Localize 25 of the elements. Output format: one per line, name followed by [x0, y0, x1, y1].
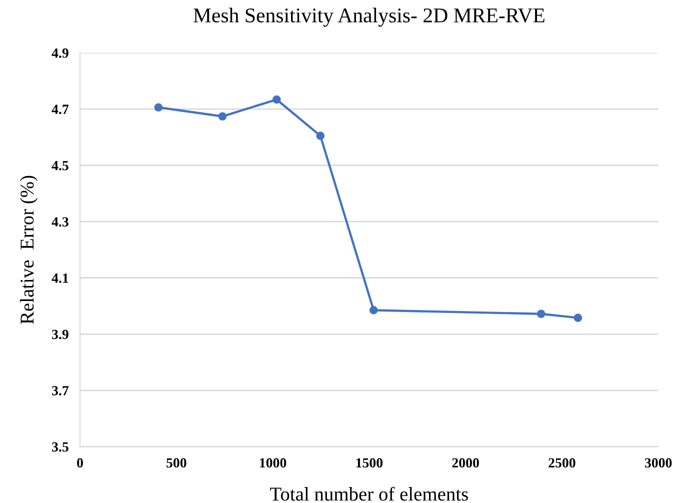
point — [369, 306, 378, 314]
x-tick-label: 0 — [77, 458, 83, 468]
x-tick-label: 2000 — [452, 458, 479, 468]
point — [154, 103, 163, 112]
y-tick-label: 4.9 — [52, 48, 68, 58]
y-tick-label: 3.5 — [52, 442, 68, 452]
x-axis-title: Total number of elements — [270, 486, 468, 501]
y-tick-label: 4.3 — [52, 217, 68, 227]
y-tick-label: 4.7 — [52, 104, 69, 114]
chart-title: Mesh Sensitivity Analysis- 2D MRE-RVE — [194, 8, 544, 27]
point — [574, 314, 582, 322]
y-tick-label: 4.1 — [52, 274, 68, 283]
x-tick-label: 1500 — [356, 458, 383, 468]
point — [272, 95, 281, 104]
x-tick-label: 2500 — [548, 458, 576, 468]
point — [536, 310, 546, 318]
point — [316, 132, 325, 140]
y-tick-label: 3.7 — [52, 386, 69, 396]
x-tick-label: 3000 — [644, 458, 672, 468]
y-tick-label: 4.5 — [52, 161, 68, 170]
y-tick-label: 3.9 — [52, 330, 68, 340]
x-tick-label: 1000 — [260, 458, 286, 468]
x-tick-label: 500 — [166, 458, 186, 468]
y-axis-title: Relative Error (%) — [20, 176, 38, 324]
point — [218, 112, 227, 121]
